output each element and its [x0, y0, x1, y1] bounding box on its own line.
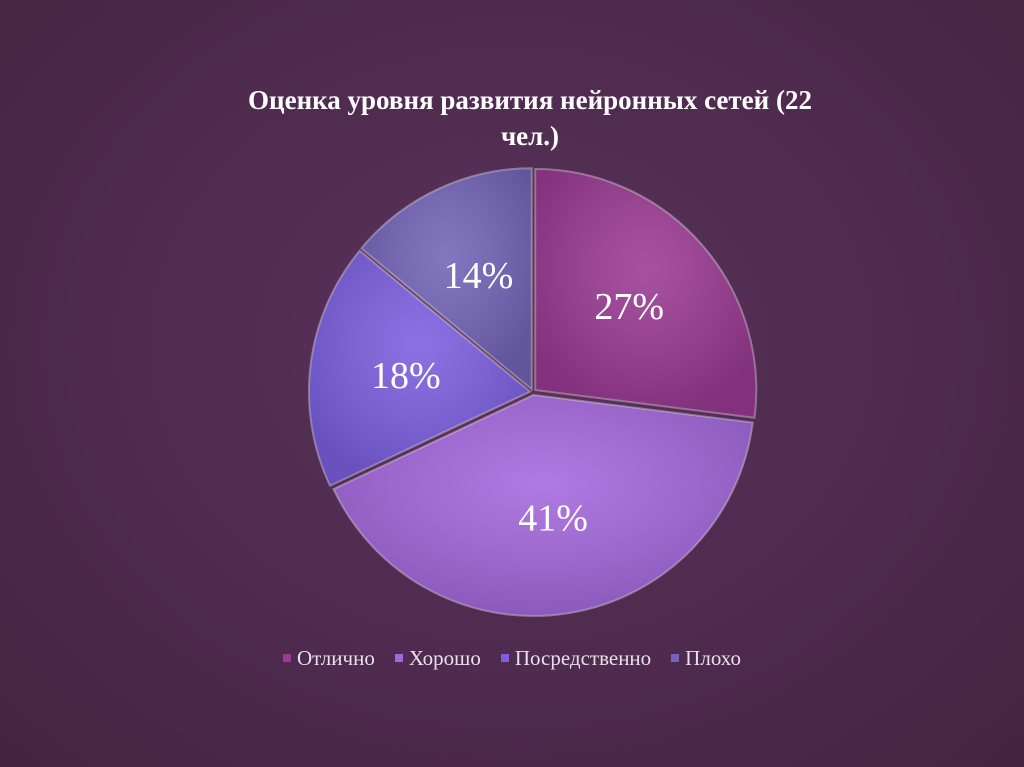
data-label: 18% [371, 355, 441, 397]
pie-slice-shading [361, 168, 532, 390]
chart-title: Оценка уровня развития нейронных сетей (… [200, 82, 860, 154]
legend-item: Плохо [671, 646, 741, 671]
pie-slice-shading [333, 394, 753, 616]
legend-swatch [282, 654, 291, 663]
legend: Отлично Хорошо Посредственно Плохо [0, 646, 1024, 671]
legend-item: Посредственно [500, 646, 652, 671]
data-label: 27% [594, 286, 664, 328]
legend-label: Отлично [296, 646, 375, 670]
chart-title-line-2: чел.) [500, 121, 560, 151]
legend-swatch [671, 654, 680, 663]
pie-slice-shading [309, 250, 531, 486]
legend-label: Плохо [685, 646, 741, 670]
legend-swatch [500, 654, 509, 663]
data-label: 41% [518, 498, 588, 540]
legend-label: Хорошо [408, 646, 481, 670]
legend-item: Хорошо [394, 646, 481, 671]
legend-label: Посредственно [514, 646, 652, 670]
data-label: 14% [444, 255, 514, 297]
chart-title-line-1: Оценка уровня развития нейронных сетей (… [248, 85, 812, 115]
pie-slice-shading [535, 169, 757, 418]
legend-swatch [394, 654, 403, 663]
legend-item: Отлично [282, 646, 375, 671]
